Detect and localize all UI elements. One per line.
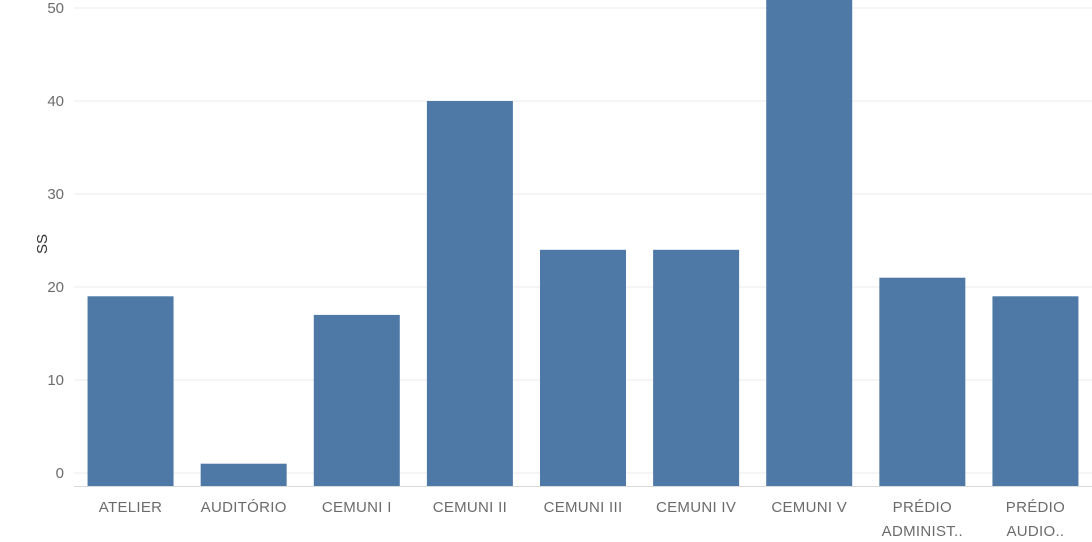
x-tick-label-line: CEMUNI I — [322, 499, 392, 516]
x-tick-label: PRÉDIO AUDIO.. — [1006, 499, 1065, 540]
bar[interactable] — [313, 314, 400, 486]
x-tick-label-line: AUDIO.. — [1006, 523, 1064, 540]
bar[interactable] — [200, 463, 287, 486]
x-tick-label: AUDITÓRIO — [201, 499, 287, 516]
x-tick-label-line: CEMUNI III — [544, 499, 623, 516]
y-tick-label: 50 — [47, 0, 64, 17]
x-tick-label: CEMUNI IV — [656, 499, 736, 516]
bar[interactable] — [87, 296, 174, 486]
x-tick-label: CEMUNI I — [322, 499, 392, 516]
x-tick-label: PRÉDIO ADMINIST.. — [882, 499, 963, 540]
x-tick-label-line: CEMUNI IV — [656, 499, 736, 516]
bar[interactable] — [992, 296, 1079, 486]
y-tick-label: 10 — [47, 372, 64, 389]
x-tick-label-line: PRÉDIO — [1006, 499, 1065, 516]
x-tick-label-line: ADMINIST.. — [882, 523, 963, 540]
x-tick-label-line: ATELIER — [99, 499, 163, 516]
x-tick-label: ATELIER — [99, 499, 163, 516]
y-tick-label: 40 — [47, 93, 64, 110]
bar[interactable] — [540, 249, 626, 486]
bar[interactable] — [766, 0, 853, 486]
bar[interactable] — [653, 249, 740, 486]
y-tick-label: 30 — [47, 186, 64, 203]
bar[interactable] — [426, 101, 513, 486]
x-tick-label-line: PRÉDIO — [893, 499, 952, 516]
x-tick-label: CEMUNI II — [433, 499, 507, 516]
x-tick-label: CEMUNI III — [544, 499, 623, 516]
x-tick-label-line: CEMUNI II — [433, 499, 507, 516]
y-axis-title: SS — [34, 234, 51, 254]
x-axis: ATELIER AUDITÓRIO CEMUNI I CEMUNI II CEMUNI … — [74, 486, 1092, 540]
y-tick-label: 20 — [47, 279, 64, 296]
bar-layer — [87, 0, 1079, 486]
x-tick-label-line: AUDITÓRIO — [201, 499, 287, 516]
x-tick-label: CEMUNI V — [771, 499, 847, 516]
y-axis: 0 10 20 30 40 50 — [47, 0, 64, 482]
y-tick-label: 0 — [56, 465, 64, 482]
x-tick-label-line: CEMUNI V — [771, 499, 847, 516]
bar[interactable] — [879, 277, 966, 486]
